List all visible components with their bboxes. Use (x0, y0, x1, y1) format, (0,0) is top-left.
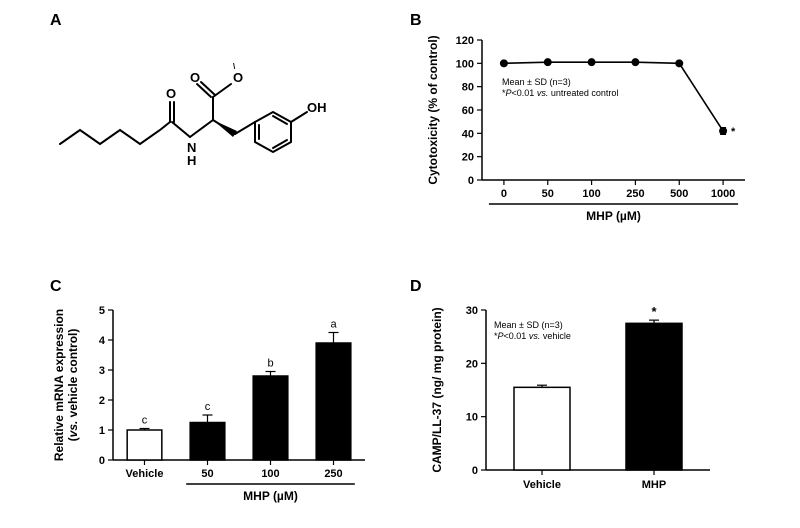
svg-text:O: O (233, 70, 243, 85)
svg-text:Vehicle: Vehicle (126, 468, 164, 480)
svg-text:2: 2 (99, 395, 105, 407)
svg-text:1000: 1000 (711, 188, 735, 200)
panel-label-d: D (410, 278, 422, 296)
svg-text:*P<0.01 vs. vehicle: *P<0.01 vs. vehicle (494, 331, 571, 341)
camp-bar-chart: 0 10 20 30 CAMP/LL-37 (ng/ mg protein) Vehicl… (420, 300, 730, 515)
svg-text:0: 0 (501, 188, 507, 200)
svg-text:c: c (205, 401, 211, 413)
panel-label-c: C (50, 278, 62, 296)
svg-text:50: 50 (201, 468, 213, 480)
svg-text:MHP: MHP (642, 479, 666, 491)
svg-text:O: O (190, 70, 200, 85)
svg-text:Mean ± SD (n=3): Mean ± SD (n=3) (502, 77, 571, 87)
svg-text:Mean ± SD (n=3): Mean ± SD (n=3) (494, 320, 563, 330)
svg-text:OH: OH (307, 100, 327, 115)
chemical-structure: O N H O O \ OH (55, 52, 335, 202)
svg-text:H: H (187, 153, 196, 168)
svg-text:250: 250 (626, 188, 644, 200)
svg-text:120: 120 (456, 35, 474, 47)
svg-text:MHP (µM): MHP (µM) (243, 489, 298, 503)
panel-label-b: B (410, 12, 422, 30)
svg-text:5: 5 (99, 305, 105, 317)
svg-text:20: 20 (462, 152, 474, 164)
mrna-bar-chart: 0 1 2 3 4 5 Relative mRNA expression(vs. vehic… (45, 300, 375, 515)
svg-text:80: 80 (462, 82, 474, 94)
svg-text:a: a (330, 319, 337, 331)
svg-text:250: 250 (324, 468, 342, 480)
svg-text:3: 3 (99, 365, 105, 377)
svg-text:0: 0 (472, 465, 478, 477)
panel-label-a: A (50, 12, 62, 30)
svg-text:Cytotoxicity (% of control): Cytotoxicity (% of control) (426, 35, 440, 184)
svg-text:O: O (166, 86, 176, 101)
svg-text:30: 30 (466, 305, 478, 317)
svg-text:1: 1 (99, 425, 105, 437)
svg-text:c: c (142, 415, 148, 427)
svg-text:Relative mRNA expression(vs. v: Relative mRNA expression(vs. vehicle con… (52, 309, 80, 461)
svg-text:60: 60 (462, 105, 474, 117)
svg-text:100: 100 (261, 468, 279, 480)
svg-text:10: 10 (466, 412, 478, 424)
svg-text:CAMP/LL-37 (ng/ mg protein): CAMP/LL-37 (ng/ mg protein) (430, 307, 444, 472)
svg-text:*P<0.01 vs. untreated control: *P<0.01 vs. untreated control (502, 88, 618, 98)
svg-text:*: * (651, 304, 657, 319)
svg-text:*: * (731, 126, 736, 138)
svg-text:500: 500 (670, 188, 688, 200)
svg-text:MHP (µM): MHP (µM) (586, 209, 641, 223)
svg-text:Vehicle: Vehicle (523, 479, 561, 491)
cytotoxicity-line-chart: 0 20 40 60 80 100 120 Cytotoxicity (% of contro… (420, 30, 760, 235)
svg-text:b: b (267, 358, 273, 370)
svg-text:100: 100 (582, 188, 600, 200)
svg-text:0: 0 (468, 175, 474, 187)
svg-text:0: 0 (99, 455, 105, 467)
svg-text:4: 4 (99, 335, 106, 347)
svg-text:20: 20 (466, 358, 478, 370)
svg-text:40: 40 (462, 128, 474, 140)
svg-text:100: 100 (456, 58, 474, 70)
svg-text:50: 50 (542, 188, 554, 200)
